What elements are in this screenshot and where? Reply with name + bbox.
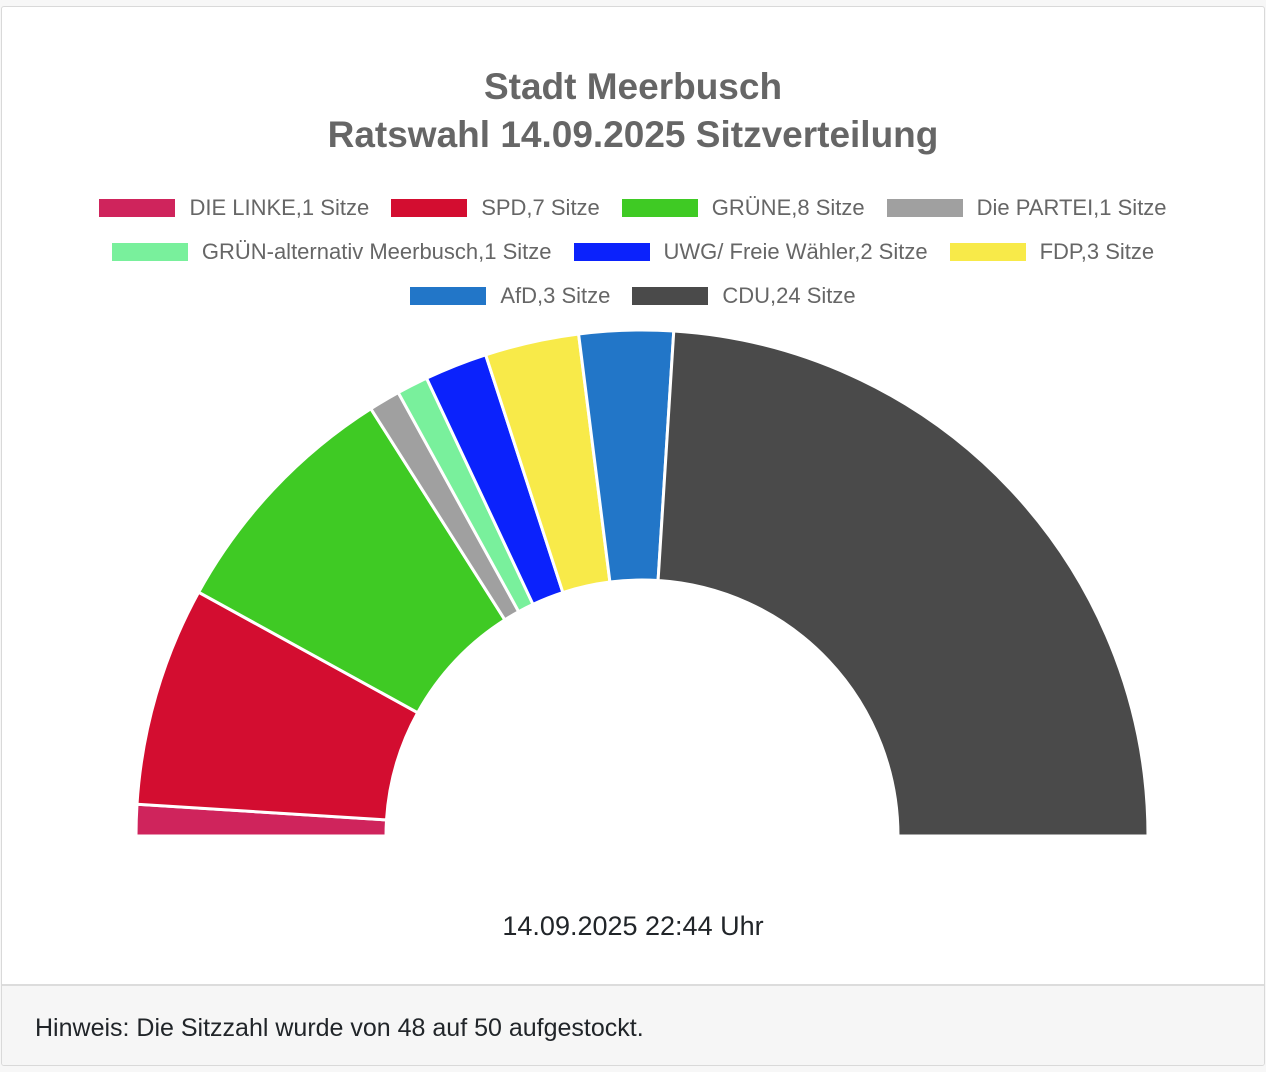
legend-swatch xyxy=(573,243,650,261)
legend-item-die-partei[interactable]: Die PARTEI,1 Sitze xyxy=(886,195,1167,221)
chart-subtitle: Ratswahl 14.09.2025 Sitzverteilung xyxy=(327,114,939,155)
legend-row-3: AfD,3 Sitze CDU,24 Sitze xyxy=(2,283,1264,309)
legend-swatch xyxy=(886,199,963,217)
card-footer: Hinweis: Die Sitzzahl wurde von 48 auf 5… xyxy=(2,984,1264,1065)
legend-label: Die PARTEI,1 Sitze xyxy=(976,195,1167,220)
legend-row-2: GRÜN-alternativ Meerbusch,1 Sitze UWG/ F… xyxy=(2,239,1264,265)
footer-note: Hinweis: Die Sitzzahl wurde von 48 auf 5… xyxy=(35,1014,644,1042)
legend-label: SPD,7 Sitze xyxy=(481,195,600,220)
legend-swatch xyxy=(632,287,709,305)
legend-swatch xyxy=(949,243,1026,261)
legend-swatch xyxy=(410,287,487,305)
legend-label: GRÜNE,8 Sitze xyxy=(711,195,865,220)
legend-item-spd[interactable]: SPD,7 Sitze xyxy=(391,195,600,221)
legend-label: CDU,24 Sitze xyxy=(722,283,856,308)
legend-swatch xyxy=(99,199,176,217)
legend-label: FDP,3 Sitze xyxy=(1039,239,1155,264)
chart-title: Stadt Meerbusch xyxy=(483,66,783,107)
seat-segment-cdu[interactable] xyxy=(656,329,1150,838)
timestamp: 14.09.2025 22:44 Uhr xyxy=(502,911,764,941)
legend-item-gruen-alternativ[interactable]: GRÜN-alternativ Meerbusch,1 Sitze xyxy=(111,239,552,265)
legend-swatch xyxy=(391,199,468,217)
chart-card: Stadt Meerbusch Ratswahl 14.09.2025 Sitz… xyxy=(1,6,1265,1066)
legend-label: DIE LINKE,1 Sitze xyxy=(189,195,370,220)
legend-label: UWG/ Freie Wähler,2 Sitze xyxy=(663,239,928,264)
legend-item-fdp[interactable]: FDP,3 Sitze xyxy=(949,239,1155,265)
legend-label: GRÜN-alternativ Meerbusch,1 Sitze xyxy=(201,239,552,264)
legend-label: AfD,3 Sitze xyxy=(500,283,611,308)
legend-item-cdu[interactable]: CDU,24 Sitze xyxy=(632,283,856,309)
legend-item-afd[interactable]: AfD,3 Sitze xyxy=(410,283,610,309)
legend-swatch xyxy=(111,243,188,261)
legend-swatch xyxy=(621,199,698,217)
legend-row-1: DIE LINKE,1 Sitze SPD,7 Sitze GRÜNE,8 Si… xyxy=(2,195,1264,221)
legend-item-uwg[interactable]: UWG/ Freie Wähler,2 Sitze xyxy=(573,239,928,265)
legend-item-gruene[interactable]: GRÜNE,8 Sitze xyxy=(621,195,865,221)
seat-distribution-chart xyxy=(134,328,1150,838)
legend-item-die-linke[interactable]: DIE LINKE,1 Sitze xyxy=(99,195,369,221)
